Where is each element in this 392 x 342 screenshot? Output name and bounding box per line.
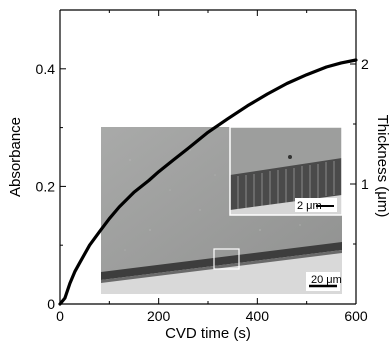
x-tick-label: 200 xyxy=(147,308,171,324)
y-tick-label: 0.4 xyxy=(36,61,56,77)
x-tick-label: 400 xyxy=(246,308,270,324)
x-tick-label: 600 xyxy=(344,308,368,324)
y-axis-label: Absorbance xyxy=(7,117,24,197)
x-axis-label: CVD time (s) xyxy=(165,325,251,342)
tick-group xyxy=(59,10,357,305)
y-tick-label: 0.2 xyxy=(36,178,56,194)
zoom-inset: 2 μm xyxy=(229,126,343,216)
y-tick-label: 0 xyxy=(47,296,55,312)
main-scale-label: 20 μm xyxy=(311,274,342,286)
sem-inset: 2 μm 20 μm xyxy=(101,126,343,294)
tick-label-group: 0 200 400 600 0 0.2 0.4 1 2 xyxy=(36,56,369,324)
zoom-scale-label: 2 μm xyxy=(297,200,322,212)
y2-tick-label: 2 xyxy=(361,56,369,72)
x-tick-label: 0 xyxy=(56,308,64,324)
series-line xyxy=(58,58,358,306)
y2-axis-label: Thickness (μm) xyxy=(374,115,391,218)
zoom-region-box xyxy=(213,248,240,270)
y2-tick-label: 1 xyxy=(361,176,369,192)
